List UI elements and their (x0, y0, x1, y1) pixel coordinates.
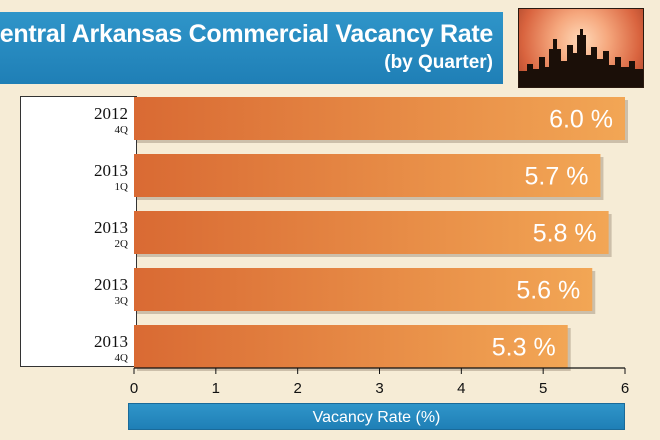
category-quarter-label: 2Q (115, 238, 129, 250)
bar (134, 268, 593, 311)
bar (134, 211, 609, 254)
bar-value-label: 5.6 % (516, 277, 580, 305)
category-year-label: 2013 (94, 275, 128, 294)
category-quarter-label: 3Q (115, 295, 129, 307)
category-quarter-label: 4Q (115, 124, 129, 136)
bar-value-label: 6.0 % (549, 106, 613, 134)
x-tick-label: 6 (621, 380, 629, 397)
bar (134, 325, 568, 368)
x-tick-label: 3 (375, 380, 383, 397)
title-bar: Central Arkansas Commercial Vacancy Rate… (0, 12, 503, 84)
category-quarter-label: 1Q (115, 181, 129, 193)
bar-value-label: 5.7 % (525, 163, 589, 191)
x-tick-label: 2 (293, 380, 301, 397)
chart-title: Central Arkansas Commercial Vacancy Rate (0, 20, 493, 48)
city-skyline-icon (518, 8, 644, 88)
category-year-label: 2013 (94, 332, 128, 351)
category-year-label: 2013 (94, 161, 128, 180)
category-year-label: 2012 (94, 104, 128, 123)
chart-subtitle: (by Quarter) (384, 52, 493, 73)
bar (134, 154, 601, 197)
bar (134, 97, 625, 140)
bar-value-label: 5.3 % (492, 334, 556, 362)
x-tick-label: 5 (539, 380, 547, 397)
category-year-label: 2013 (94, 218, 128, 237)
x-tick-label: 4 (457, 380, 465, 397)
category-quarter-label: 4Q (115, 352, 129, 364)
bar-value-label: 5.8 % (533, 220, 597, 248)
x-tick-label: 0 (130, 380, 138, 397)
x-axis-label: Vacancy Rate (%) (128, 403, 625, 430)
x-tick-label: 1 (212, 380, 220, 397)
